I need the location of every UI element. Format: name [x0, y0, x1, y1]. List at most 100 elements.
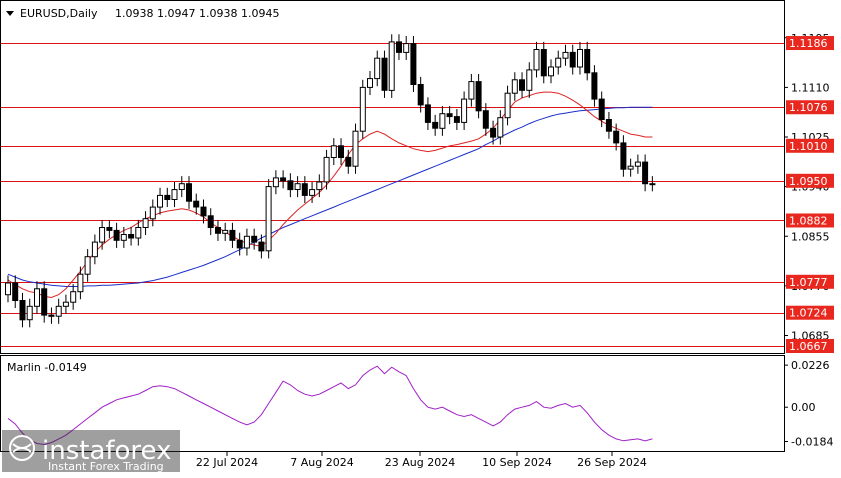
candle-down [482, 110, 489, 129]
level-label: 1.1076 [789, 101, 828, 114]
candle-down [396, 41, 402, 53]
candle-up [135, 227, 142, 239]
level-label: 1.0667 [789, 340, 828, 353]
level-label: 1.1010 [789, 140, 828, 153]
instaforex-logo-icon [9, 435, 35, 461]
indicator-label: Marlin -0.0149 [7, 361, 87, 374]
candle-down [446, 113, 453, 118]
candle-up [468, 81, 475, 100]
candle-down [345, 156, 352, 167]
indicator-panel-frame [0, 355, 785, 452]
level-label-box [786, 274, 834, 289]
marlin-tick-label: 0.00 [791, 401, 816, 414]
watermark-brand: instaforex [42, 436, 171, 466]
candle-down [287, 180, 294, 191]
candle-up [316, 181, 323, 191]
candle-up [62, 301, 69, 307]
candle-down [128, 234, 135, 239]
candle-down [215, 227, 221, 234]
candle-down [280, 177, 287, 182]
candle-down [229, 229, 236, 241]
candle-down [12, 282, 19, 301]
candle-up [511, 79, 518, 94]
candle-down [207, 215, 214, 229]
candle-up [526, 69, 533, 91]
watermark-tagline: Instant Forex Trading [48, 460, 164, 473]
candle-down [475, 81, 482, 112]
candle-down [642, 161, 649, 185]
marlin-tick-label: -0.0184 [791, 436, 833, 449]
time-tick-label: 26 Sep 2024 [577, 456, 647, 469]
level-label-box [786, 100, 834, 115]
candle-up [461, 98, 468, 123]
collapse-arrow-icon[interactable] [6, 11, 14, 16]
candle-up [634, 161, 641, 167]
candle-up [142, 218, 149, 228]
price-tick-label: 1.1110 [791, 81, 830, 94]
candle-down [410, 43, 417, 85]
candle-up [533, 49, 540, 71]
candle-down [519, 79, 525, 91]
candle-down [186, 183, 192, 202]
candle-up [439, 113, 446, 129]
candle-up [77, 273, 84, 293]
candle-up [330, 145, 337, 159]
candle-up [294, 183, 301, 190]
candle-up [243, 235, 250, 249]
level-label: 1.0724 [789, 307, 828, 320]
time-tick-label: 22 Jul 2024 [196, 456, 258, 469]
candle-down [200, 206, 207, 217]
marlin-axis: 0.0226 0.00 -0.0184 [784, 359, 833, 449]
candle-down [620, 142, 627, 170]
candle-down [424, 104, 431, 123]
candle-up [5, 282, 11, 296]
candle-up [388, 41, 395, 91]
candle-down [258, 241, 265, 252]
candle-up [149, 206, 156, 220]
candle-down [106, 227, 113, 231]
candle-up [323, 156, 330, 183]
candle-up [34, 288, 40, 307]
candle-up [649, 183, 656, 186]
candle-down [113, 229, 120, 241]
candle-down [381, 57, 388, 91]
candle-down [19, 300, 26, 321]
candle-up [504, 92, 511, 119]
candle-up [222, 229, 229, 234]
candle-up [577, 49, 583, 68]
candle-down [236, 239, 243, 249]
candle-down [598, 98, 605, 120]
level-label-box [786, 338, 834, 353]
candle-down [338, 145, 344, 159]
level-label: 1.1186 [789, 37, 828, 50]
candle-up [91, 241, 98, 258]
candle-down [251, 235, 258, 243]
candle-up [352, 130, 359, 167]
candle-down [591, 72, 598, 100]
candle-up [309, 189, 316, 196]
candle-down [301, 183, 308, 196]
time-tick-label: 23 Aug 2024 [385, 456, 455, 469]
level-labels: 1.1186 1.1076 1.1010 1.0950 1.0882 1.0777 1.07… [786, 36, 834, 353]
level-label-box [786, 213, 834, 228]
marlin-line [7, 365, 653, 446]
watermark-box [2, 430, 180, 472]
candle-up [359, 86, 366, 132]
level-label-box [786, 138, 834, 153]
candle-up [272, 177, 279, 188]
candle-up [178, 183, 185, 190]
candle-up [367, 78, 373, 88]
candle-down [453, 116, 460, 123]
level-label-box [786, 36, 834, 51]
marlin-indicator [7, 365, 653, 446]
candle-up [497, 117, 504, 138]
candle-up [171, 189, 178, 201]
candle-up [403, 43, 410, 53]
level-label-box [786, 173, 834, 188]
time-tick-label: 10 Sep 2024 [482, 456, 552, 469]
candle-down [613, 130, 620, 144]
candle-up [26, 305, 33, 321]
candle-up [555, 57, 562, 68]
candle-up [55, 305, 62, 317]
